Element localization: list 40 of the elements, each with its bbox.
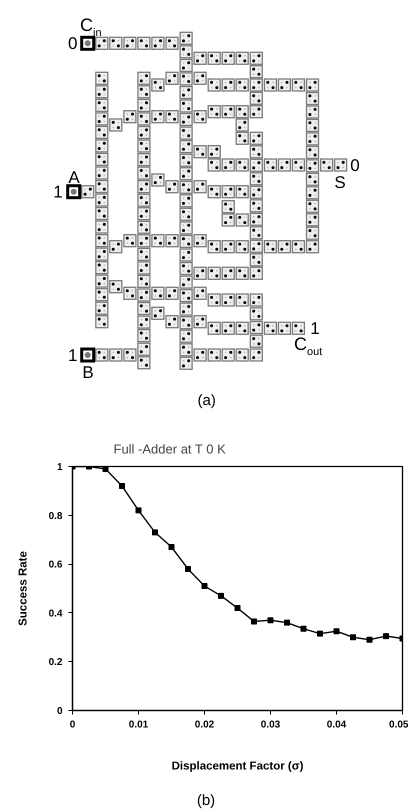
x-tick-label: 0.01: [128, 720, 149, 730]
y-tick-label: 0.2: [48, 657, 63, 668]
point: [350, 634, 356, 640]
point: [284, 620, 290, 626]
point: [202, 583, 208, 590]
y-tick-label: 0.6: [48, 560, 63, 571]
point: [119, 483, 125, 490]
y-tick-label: 0: [56, 706, 63, 717]
chart-title: Full -Adder at T 0 K: [114, 442, 226, 456]
text: 0: [350, 156, 360, 175]
y-tick-label: 0.4: [48, 608, 63, 620]
x-axis-title: Displacement Factor (σ): [172, 760, 304, 772]
text: A: [68, 168, 80, 187]
x-tick-label: 0.02: [194, 720, 215, 730]
point: [234, 605, 240, 612]
point: [366, 636, 372, 643]
point: [168, 544, 174, 550]
point: [383, 633, 389, 640]
x-tick-label: 0: [70, 720, 76, 730]
point: [185, 566, 191, 572]
x-tick-label: 0.04: [326, 720, 347, 730]
point: [218, 592, 224, 599]
text: S: [334, 173, 346, 192]
point: [136, 507, 142, 514]
x-tick-label: 0.03: [260, 720, 281, 730]
y-tick-label: 0.8: [48, 510, 63, 522]
point: [317, 630, 323, 637]
y-tick-label: 1: [56, 462, 63, 473]
point: [300, 626, 306, 632]
point: [152, 529, 158, 536]
point: [251, 618, 257, 624]
y-axis-title: Success Rate: [18, 551, 30, 626]
text: (b): [196, 792, 216, 809]
text: (a): [198, 392, 216, 409]
x-tick-label: 0.05: [389, 720, 408, 730]
point: [102, 466, 108, 472]
point: [334, 628, 340, 634]
text: C$_{in}$: [80, 15, 102, 39]
point: [268, 617, 274, 624]
text: B: [82, 363, 94, 382]
